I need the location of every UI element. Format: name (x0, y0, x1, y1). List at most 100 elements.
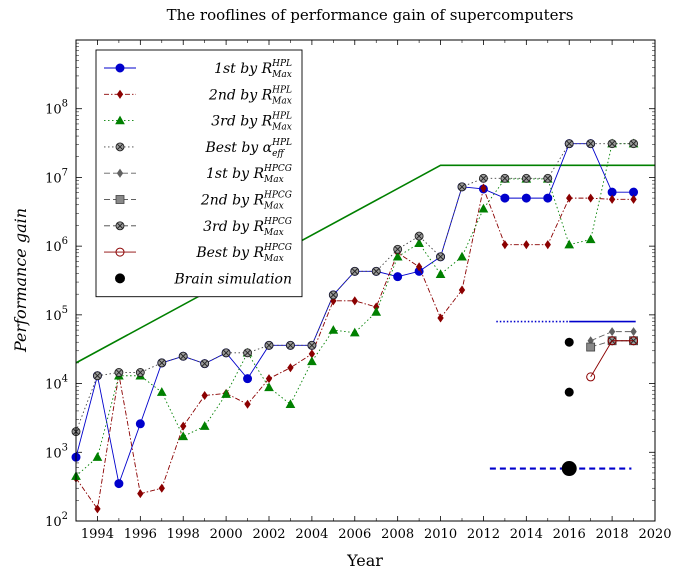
legend-label-text: 2nd by R (208, 87, 273, 103)
data-point (92, 371, 102, 381)
legend-label: 1st by RHPL (214, 59, 292, 77)
data-point (543, 193, 553, 203)
data-point (521, 173, 531, 183)
plot-frame (75, 39, 656, 522)
legend-label-sup: HPCG (263, 217, 292, 227)
data-point (307, 356, 317, 366)
x-tick-label: 2014 (510, 527, 543, 542)
legend-label-text: Brain simulation (173, 271, 292, 287)
x-tick-label: 2012 (467, 527, 500, 542)
data-point-cross (480, 175, 487, 182)
data-point-cross (351, 268, 358, 275)
data-point (158, 483, 165, 493)
data-point (244, 399, 251, 409)
legend-label: Best by αHPL (205, 138, 293, 156)
data-point (115, 142, 125, 152)
legend-label-text: Best by α (205, 140, 273, 156)
data-point-cross (544, 175, 551, 182)
data-point (221, 389, 231, 398)
data-point (285, 340, 295, 350)
data-point (457, 251, 467, 261)
legend-label: 1st by RHPCG (206, 164, 292, 182)
data-point (350, 266, 360, 276)
data-point (287, 363, 294, 373)
data-point (371, 266, 381, 276)
data-point-cross (244, 349, 251, 356)
data-point (178, 431, 189, 441)
y-tick-base: 10 (45, 515, 62, 530)
data-point-cross (437, 253, 444, 260)
legend-label-sup: HPL (271, 138, 292, 148)
series-7 (586, 336, 639, 382)
data-point (180, 421, 187, 431)
data-point-cross (115, 369, 123, 376)
data-point (586, 139, 596, 149)
data-point (115, 273, 125, 284)
data-point (116, 89, 124, 99)
y-tick-base: 10 (45, 103, 62, 118)
data-point (607, 139, 617, 149)
data-point (201, 390, 208, 401)
legend-label-sup: HPL (271, 112, 292, 122)
data-point-cross (373, 268, 380, 275)
data-point (435, 269, 446, 278)
data-point-cross (222, 349, 230, 356)
data-point (371, 306, 382, 316)
data-point-cross (587, 140, 594, 147)
legend-label-sup: HPCG (263, 164, 292, 174)
data-point (629, 139, 639, 149)
legend-label-sub: Max (263, 202, 284, 212)
data-point (564, 139, 574, 149)
legend-label-sub: eff (272, 149, 285, 159)
y-tick-label: 102 (45, 511, 68, 530)
data-point (243, 374, 253, 384)
data-point (457, 182, 467, 192)
data-point (156, 387, 167, 396)
legend-label: 3rd by RHPCG (203, 217, 292, 235)
legend-label-sub: Max (271, 123, 292, 133)
x-tick-label: 2020 (638, 527, 671, 542)
data-point-cross (308, 342, 316, 349)
data-point (92, 452, 103, 461)
data-point (200, 359, 210, 369)
data-point (199, 421, 210, 430)
data-point (115, 115, 125, 125)
data-point (630, 327, 637, 337)
x-axis-label: Year (346, 551, 383, 570)
x-tick-label: 2016 (553, 527, 586, 542)
legend-label-sub: Max (271, 96, 292, 106)
legend-label-sub: Max (263, 228, 284, 238)
y-tick-base: 10 (45, 378, 62, 393)
data-point-cross (116, 143, 124, 151)
data-point (607, 336, 617, 346)
data-point (115, 221, 125, 231)
x-tick-label: 2018 (596, 527, 629, 542)
y-tick-label: 104 (45, 374, 68, 393)
data-point (480, 183, 487, 193)
data-point (115, 195, 125, 204)
data-point-cross (158, 359, 165, 367)
data-point (243, 348, 253, 358)
x-tick-label: 2002 (252, 527, 285, 542)
data-point (285, 399, 296, 408)
legend-label-sup: HPCG (263, 191, 292, 201)
data-point-cross (608, 140, 616, 147)
data-point (458, 285, 466, 295)
legend-label-sup: HPL (271, 85, 292, 95)
data-point (392, 251, 403, 261)
legend-label-sup: HPL (271, 59, 292, 69)
data-point (414, 238, 424, 247)
data-point (586, 342, 596, 352)
y-tick-base: 10 (45, 240, 62, 255)
y-tick-exponent: 4 (62, 374, 68, 385)
data-point (137, 489, 144, 499)
data-point-cross (330, 291, 337, 299)
data-point-cross (201, 360, 208, 367)
data-point (500, 193, 510, 203)
